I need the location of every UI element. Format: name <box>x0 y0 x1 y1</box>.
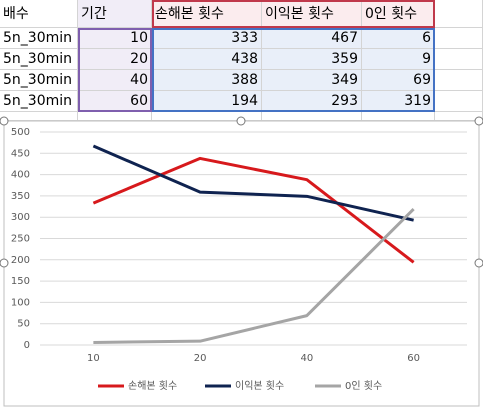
legend-label: 0인 횟수 <box>345 380 382 392</box>
cell[interactable]: 359 <box>262 49 362 70</box>
cell[interactable]: 배수 <box>0 0 78 28</box>
cell[interactable]: 467 <box>262 28 362 49</box>
y-tick-label: 400 <box>11 170 30 181</box>
y-tick-label: 350 <box>11 191 30 202</box>
x-tick-label: 60 <box>407 353 420 364</box>
line-series <box>93 208 415 344</box>
y-tick-label: 200 <box>11 255 30 266</box>
y-tick-label: 300 <box>11 212 30 223</box>
resize-handle[interactable] <box>0 258 9 268</box>
cell[interactable]: 기간 <box>78 0 152 28</box>
y-tick-label: 500 <box>11 127 30 138</box>
selection-range <box>78 28 152 112</box>
x-tick-label: 40 <box>301 353 314 364</box>
cell[interactable]: 349 <box>262 70 362 91</box>
cell[interactable]: 5n_30min <box>0 70 78 91</box>
x-tick-label: 10 <box>87 353 100 364</box>
cell[interactable]: 5n_30min <box>0 91 78 112</box>
cell[interactable]: 10 <box>78 28 152 49</box>
cell[interactable]: 20 <box>78 49 152 70</box>
y-tick-label: 150 <box>11 276 30 287</box>
cell[interactable]: 333 <box>152 28 262 49</box>
legend-label: 이익본 횟수 <box>235 380 284 392</box>
cell[interactable]: 5n_30min <box>0 49 78 70</box>
legend-label: 손해본 횟수 <box>128 379 177 392</box>
selection-range <box>152 28 435 112</box>
resize-handle[interactable] <box>0 116 9 126</box>
selection-range <box>152 0 435 28</box>
y-tick-label: 100 <box>11 297 30 308</box>
x-tick-label: 20 <box>194 353 207 364</box>
y-tick-label: 250 <box>11 234 30 245</box>
y-tick-label: 450 <box>11 148 30 159</box>
resize-handle[interactable] <box>474 258 483 268</box>
cell[interactable]: 5n_30min <box>0 28 78 49</box>
line-series <box>92 156 415 264</box>
cell[interactable]: 69 <box>362 70 435 91</box>
cell[interactable]: 438 <box>152 49 262 70</box>
y-tick-label: 0 <box>24 340 30 351</box>
resize-handle[interactable] <box>474 116 483 126</box>
cell[interactable]: 40 <box>78 70 152 91</box>
y-tick-label: 50 <box>17 319 30 330</box>
line-series <box>92 144 414 222</box>
chart-frame[interactable] <box>3 120 480 407</box>
resize-handle[interactable] <box>236 116 246 126</box>
cell[interactable]: 388 <box>152 70 262 91</box>
